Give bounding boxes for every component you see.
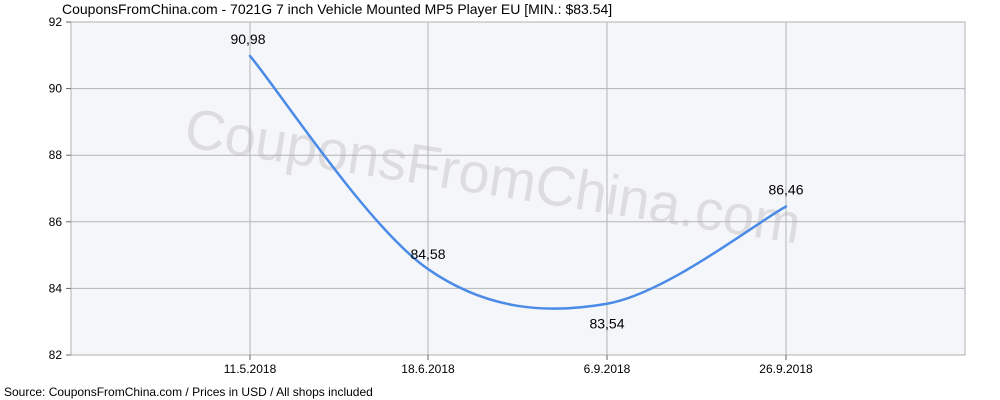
y-tick-label: 84 bbox=[49, 281, 63, 295]
x-tick-label: 26.9.2018 bbox=[759, 362, 813, 376]
chart-title: CouponsFromChina.com - 7021G 7 inch Vehi… bbox=[62, 1, 613, 17]
y-tick-label: 92 bbox=[49, 15, 63, 29]
price-line bbox=[248, 54, 788, 310]
y-tick-label: 82 bbox=[49, 348, 63, 362]
x-tick-label: 11.5.2018 bbox=[224, 362, 277, 376]
x-tick-label: 18.6.2018 bbox=[401, 362, 455, 376]
data-label: 83,54 bbox=[589, 316, 624, 332]
data-label: 90,98 bbox=[230, 31, 265, 47]
y-tick-label: 90 bbox=[49, 82, 63, 96]
x-tick-label: 6.9.2018 bbox=[584, 362, 631, 376]
y-tick-label: 86 bbox=[49, 215, 63, 229]
plot-area bbox=[70, 21, 966, 356]
data-label: 84,58 bbox=[410, 246, 445, 262]
chart-source: Source: CouponsFromChina.com / Prices in… bbox=[4, 385, 373, 399]
data-label: 86,46 bbox=[768, 181, 803, 197]
y-tick-label: 88 bbox=[49, 148, 63, 162]
